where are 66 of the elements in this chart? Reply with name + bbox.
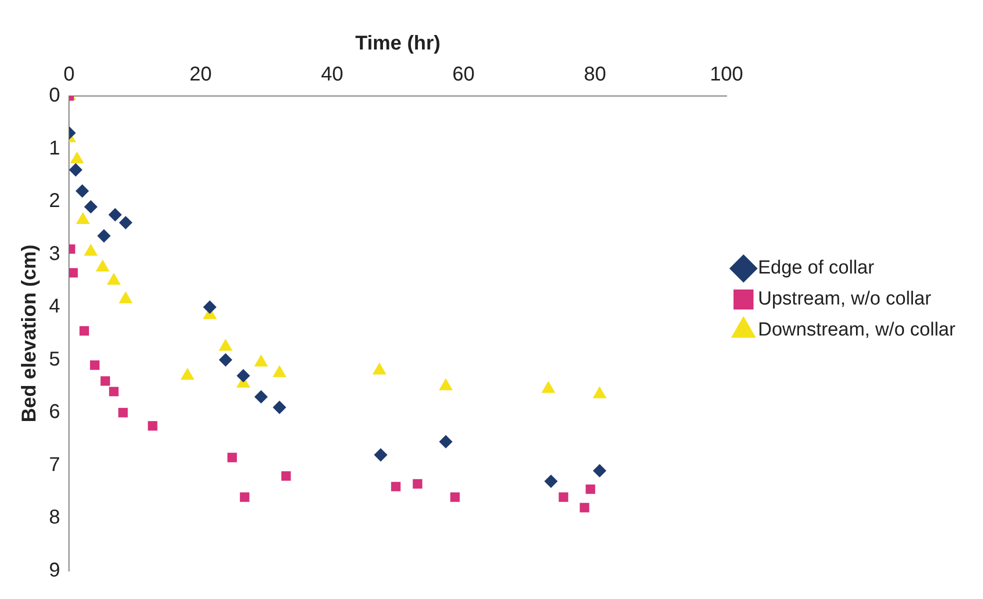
point <box>76 184 89 198</box>
point <box>108 208 122 222</box>
point <box>84 200 98 214</box>
y-tick-label: 3 <box>49 242 60 265</box>
point <box>542 381 555 393</box>
x-tick-label: 100 <box>710 64 744 86</box>
point <box>70 152 84 164</box>
point <box>100 376 110 386</box>
point <box>593 386 606 398</box>
y-tick-label: 6 <box>49 401 60 424</box>
point <box>80 326 89 336</box>
point <box>593 464 606 478</box>
point <box>96 260 110 272</box>
y-axis-title: Bed elevation (cm) <box>18 244 41 422</box>
point <box>281 471 291 481</box>
point <box>391 482 401 492</box>
x-tick-label: 60 <box>452 64 475 86</box>
x-axis-title: Time (hr) <box>355 32 440 55</box>
point <box>412 479 422 489</box>
point <box>203 300 216 314</box>
point <box>118 408 128 418</box>
point <box>90 360 100 370</box>
point <box>580 502 590 512</box>
point <box>107 273 120 285</box>
point <box>558 492 568 502</box>
point <box>236 369 250 382</box>
y-tick-label: 0 <box>49 84 60 107</box>
y-tick-label: 5 <box>49 348 60 370</box>
point <box>69 163 82 176</box>
y-tick-label: 7 <box>49 454 60 476</box>
x-tick-label: 40 <box>320 64 344 86</box>
point <box>439 378 452 390</box>
point <box>374 448 388 462</box>
point <box>439 435 452 448</box>
y-tick-label: 4 <box>49 296 60 318</box>
point <box>219 339 232 351</box>
point <box>272 400 286 414</box>
y-tick-label: 9 <box>49 560 60 582</box>
x-tick-label: 20 <box>189 64 212 86</box>
point <box>586 484 596 494</box>
point <box>254 355 268 367</box>
point <box>119 292 132 304</box>
point <box>180 368 194 380</box>
point <box>254 390 268 404</box>
legend-label: Upstream, w/o collar <box>758 288 932 310</box>
legend-label: Edge of collar <box>758 258 875 279</box>
point <box>272 366 286 378</box>
point <box>148 421 158 431</box>
y-tick-label: 1 <box>49 137 60 160</box>
point <box>76 212 90 224</box>
point <box>544 474 558 488</box>
y-tick-label: 2 <box>49 190 60 212</box>
point <box>240 492 250 502</box>
x-tick-label: 80 <box>584 64 606 86</box>
legend-label: Downstream, w/o collar <box>758 320 956 341</box>
point <box>450 492 460 502</box>
point <box>372 362 386 374</box>
point <box>227 452 237 462</box>
point <box>119 216 132 230</box>
point <box>97 229 110 242</box>
point <box>69 268 78 278</box>
point <box>84 244 98 256</box>
x-tick-label: 0 <box>64 64 75 86</box>
point <box>109 386 119 396</box>
point <box>219 353 232 366</box>
y-tick-label: 8 <box>49 506 60 529</box>
